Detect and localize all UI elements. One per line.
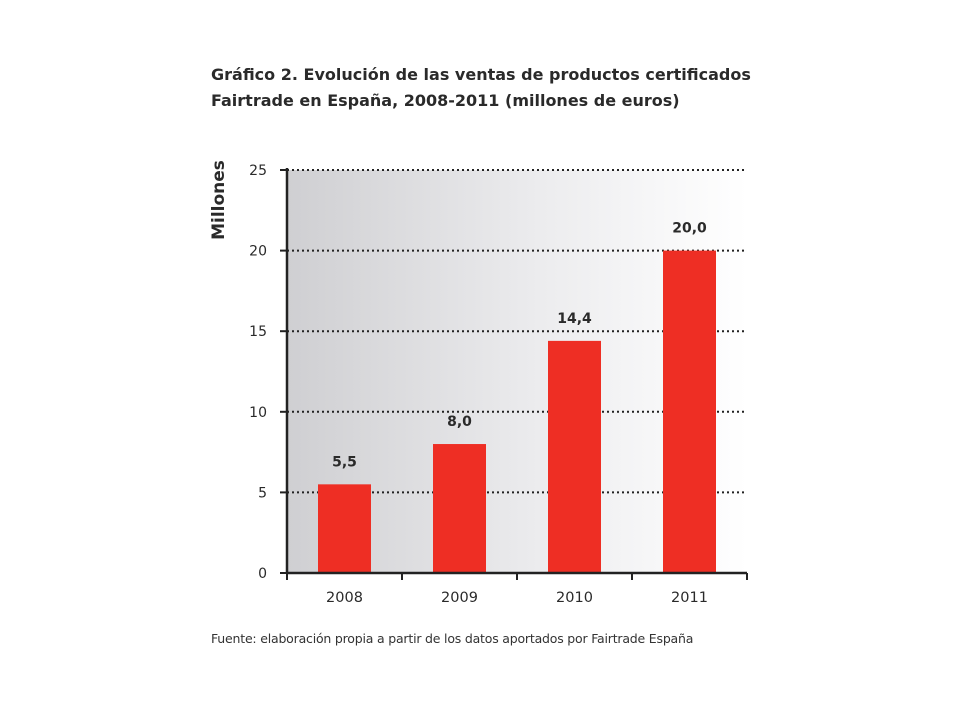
bar-2008: [318, 484, 371, 573]
chart-title: Gráfico 2. Evolución de las ventas de pr…: [211, 62, 771, 114]
bars: [318, 250, 716, 573]
y-axis-label: Millones: [209, 160, 229, 240]
y-tick-label-5: 5: [258, 485, 267, 501]
x-tick-label-2011: 2011: [671, 590, 708, 606]
y-tick-label-25: 25: [249, 163, 267, 179]
y-tick-label-20: 20: [249, 244, 267, 260]
y-tick-label-10: 10: [249, 405, 267, 421]
x-tick-label-2008: 2008: [326, 590, 363, 606]
bar-value-label-2008: 5,5: [332, 454, 357, 470]
y-tick-label-0: 0: [258, 566, 267, 582]
x-tick-label-2010: 2010: [556, 590, 593, 606]
source-note: Fuente: elaboración propia a partir de l…: [211, 631, 694, 646]
chart-title-line-1: Gráfico 2. Evolución de las ventas de pr…: [211, 65, 751, 84]
axes: [280, 168, 748, 580]
bar-2010: [548, 340, 601, 573]
bar-value-label-2011: 20,0: [672, 221, 707, 237]
bar-value-label-2010: 14,4: [557, 311, 592, 327]
bar-value-label-2009: 8,0: [447, 414, 472, 430]
chart-title-line-2: Fairtrade en España, 2008-2011 (millones…: [211, 91, 680, 110]
y-tick-label-15: 15: [249, 324, 267, 340]
labels: 5,5 8,0 14,4 20,0 0 5 10 15 20 25 2008 2009 2010 2011: [249, 163, 708, 606]
bar-2009: [433, 444, 486, 573]
bar-2011: [663, 250, 716, 573]
x-tick-label-2009: 2009: [441, 590, 478, 606]
